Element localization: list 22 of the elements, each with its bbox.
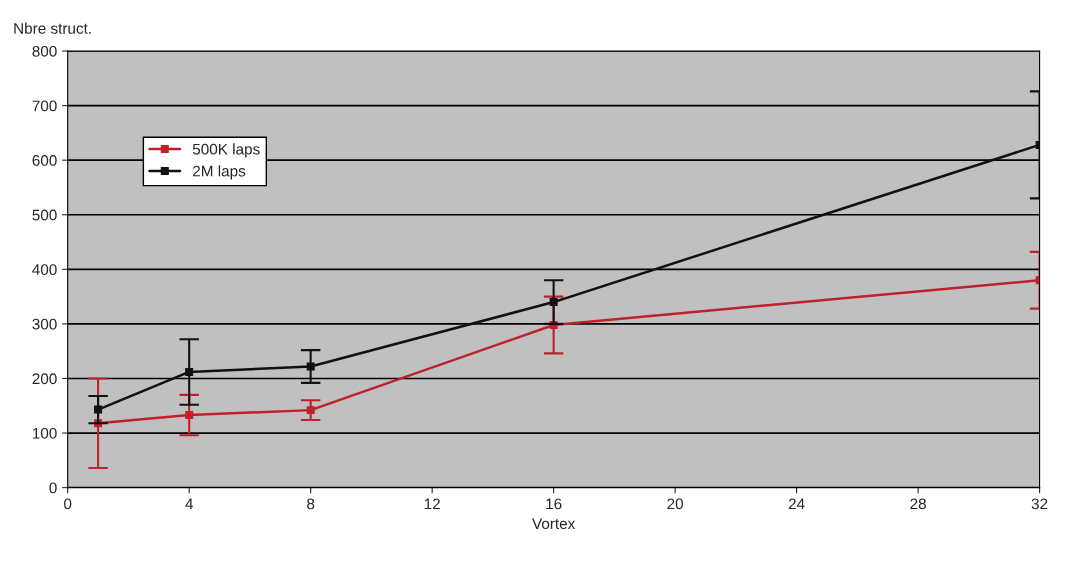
x-tick-label: 32 <box>1031 498 1048 510</box>
x-tick-label: 20 <box>667 498 684 510</box>
x-tick-label: 8 <box>307 498 315 510</box>
x-tick-label: 0 <box>64 498 72 510</box>
x-tick-label: 28 <box>910 498 926 510</box>
y-tick-label: 300 <box>32 318 57 330</box>
x-tick-label: 4 <box>185 498 193 510</box>
y-tick-label: 600 <box>32 155 57 166</box>
y-tick-label: 400 <box>32 264 57 276</box>
y-tick-label: 800 <box>32 45 57 57</box>
y-tick-label: 700 <box>32 100 57 112</box>
y-tick-label: 100 <box>32 427 57 439</box>
x-tick-label: 24 <box>788 498 805 510</box>
y-tick-label: 200 <box>32 373 57 385</box>
legend-label: 500K laps <box>192 143 260 158</box>
y-axis-title: Nbre struct. <box>14 22 91 34</box>
legend-label: 2M laps <box>193 165 246 180</box>
y-tick-label: 0 <box>49 482 57 494</box>
y-tick-label: 500 <box>32 209 57 221</box>
x-tick-label: 16 <box>546 498 562 510</box>
x-axis-title: Vortex <box>532 518 576 530</box>
x-tick-label: 12 <box>424 498 440 510</box>
